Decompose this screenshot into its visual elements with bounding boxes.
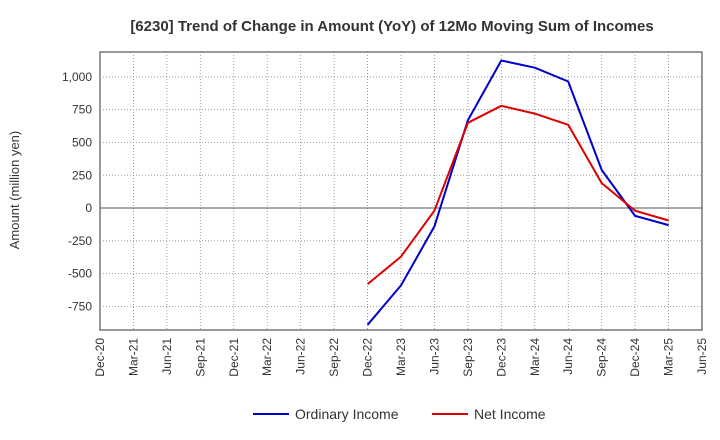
x-tick-label: Dec-20 (93, 338, 107, 377)
series-line-ordinary-income (366, 59, 669, 326)
series-line-net-income (366, 104, 669, 285)
x-tick-label: Mar-22 (260, 338, 274, 376)
gridlines (99, 51, 703, 331)
x-tick-label: Sep-24 (595, 338, 609, 377)
y-tick-label: -500 (68, 267, 92, 281)
y-tick-label: 750 (72, 103, 92, 117)
x-tick-label: Dec-24 (628, 338, 642, 377)
x-tick-label: Sep-23 (461, 338, 475, 377)
x-tick-label: Jun-21 (160, 338, 174, 375)
legend-label-ordinary-income: Ordinary Income (295, 406, 399, 422)
y-axis-label: Amount (million yen) (7, 131, 22, 250)
x-tick-label: Mar-24 (528, 338, 542, 376)
y-tick-label: 1,000 (62, 70, 92, 84)
legend: Ordinary Income Net Income (253, 406, 546, 422)
x-tick-label: Sep-22 (327, 338, 341, 377)
y-tick-label: -750 (68, 299, 92, 313)
y-tick-label: -250 (68, 234, 92, 248)
y-tick-label: 500 (72, 135, 92, 149)
x-tick-label: Jun-25 (695, 338, 709, 375)
legend-label-net-income: Net Income (474, 406, 546, 422)
x-tick-label: Sep-21 (193, 338, 207, 377)
y-tick-label: 0 (85, 201, 92, 215)
x-tick-label: Jun-23 (427, 338, 441, 375)
x-tick-label: Mar-25 (662, 338, 676, 376)
x-tick-label: Dec-23 (494, 338, 508, 377)
axis-ticks: Dec-20 Mar-21 Jun-21 Sep-21 Dec-21 Mar-22 Jun-… (62, 70, 709, 377)
x-tick-label: Dec-21 (227, 338, 241, 377)
x-tick-label: Mar-21 (126, 338, 140, 376)
x-tick-label: Jun-22 (294, 338, 308, 375)
chart-title: [6230] Trend of Change in Amount (YoY) o… (130, 18, 653, 35)
series-group (366, 59, 669, 326)
y-tick-label: 250 (72, 168, 92, 182)
x-tick-label: Dec-22 (361, 338, 375, 377)
x-tick-label: Mar-23 (394, 338, 408, 376)
x-tick-label: Jun-24 (561, 338, 575, 375)
